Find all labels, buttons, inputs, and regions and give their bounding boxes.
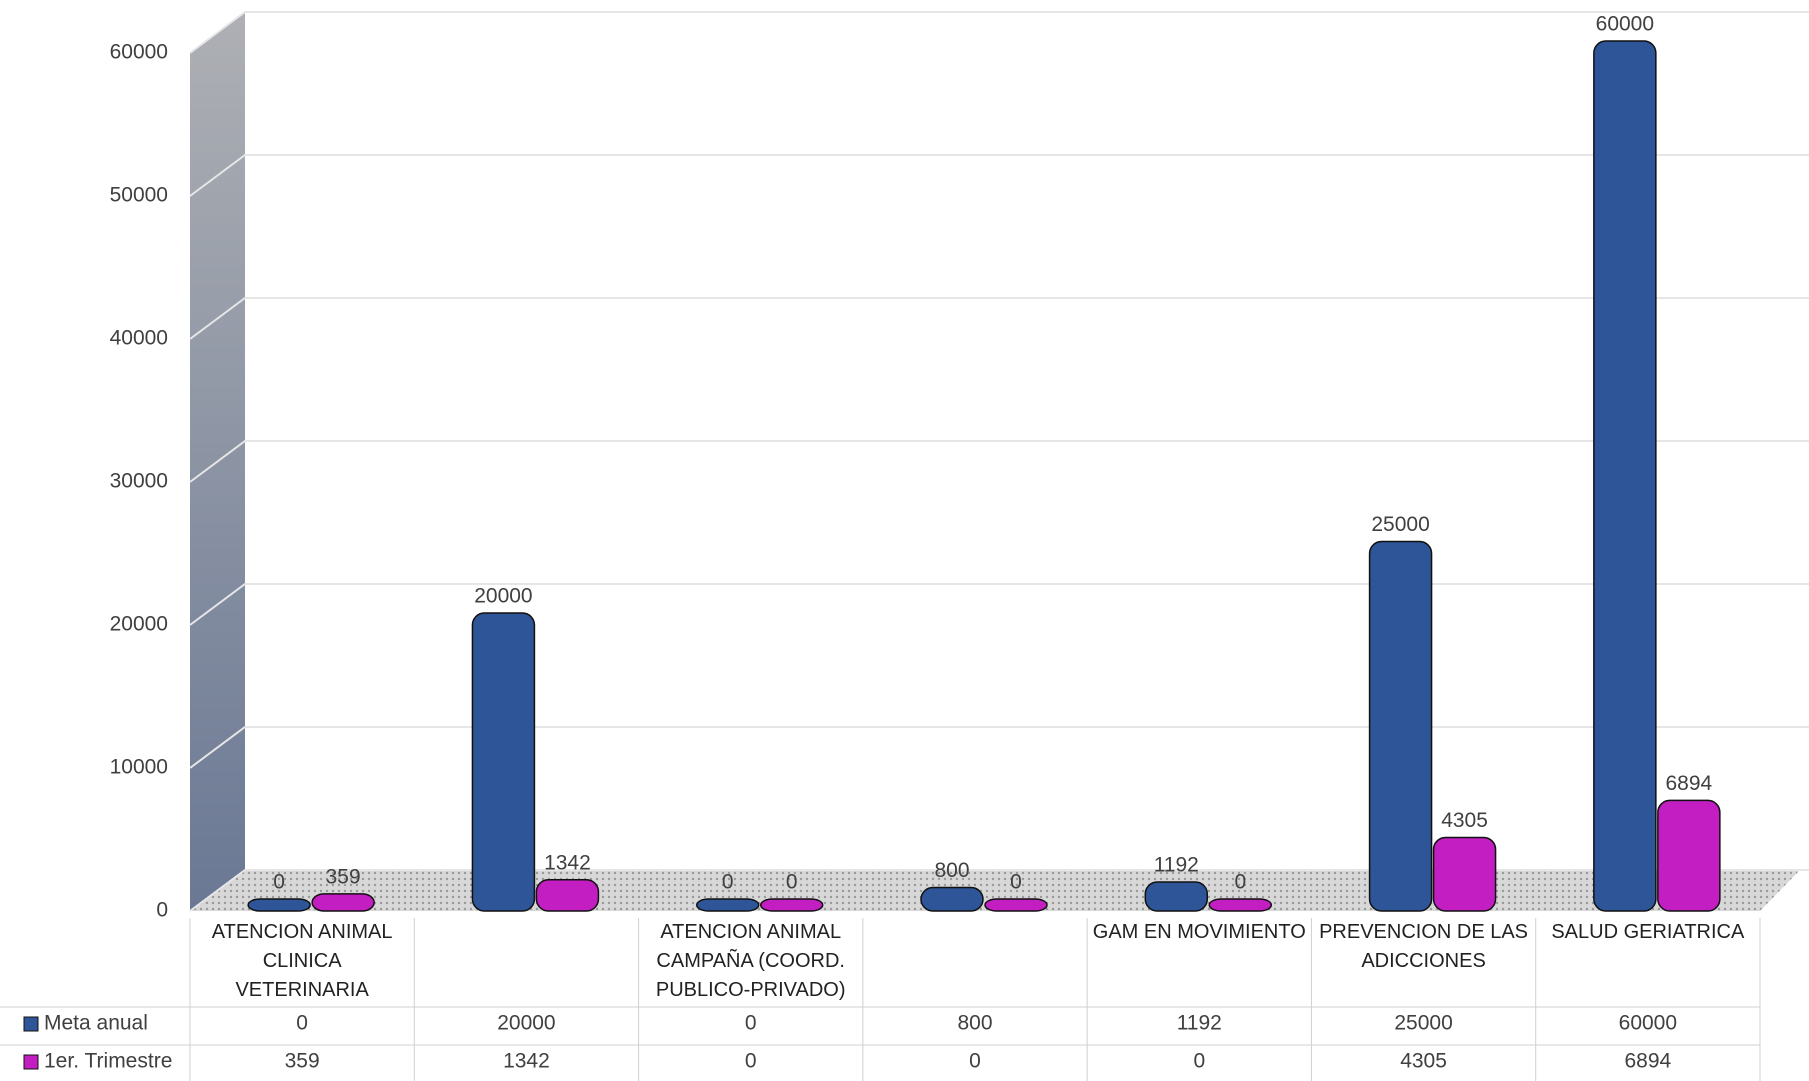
bar: [1432, 836, 1497, 912]
data-label: 4305: [1441, 809, 1488, 832]
bar: [1593, 40, 1657, 912]
category-label: SALUD GERIATRICA: [1551, 921, 1745, 943]
table-value: 20000: [497, 1012, 555, 1035]
bar: [247, 898, 311, 912]
data-label: 1342: [544, 851, 591, 874]
table-value: 0: [296, 1012, 308, 1035]
data-label: 0: [1234, 871, 1246, 894]
bar: [759, 898, 824, 912]
data-label: 1192: [1154, 854, 1199, 877]
bar: [1144, 881, 1209, 912]
bar: [984, 898, 1048, 912]
x-tick-label: ATENCION ANIMAL CAMPAÑA (COORD. PUBLICO-…: [655, 921, 846, 1001]
data-label: 0: [1010, 871, 1022, 894]
legend-label: Meta anual: [44, 1012, 148, 1035]
grid-line: [189, 297, 1809, 340]
table-value: 0: [1193, 1050, 1205, 1073]
data-label: 25000: [1371, 513, 1429, 536]
table-value: 6894: [1624, 1050, 1671, 1073]
bar: [535, 879, 600, 912]
grid-line: [189, 726, 1809, 769]
y-tick-label: 60000: [110, 41, 168, 64]
bar: [1208, 898, 1273, 912]
bar: [920, 886, 984, 912]
category-label: PREVENCION DE LAS ADICCIONES: [1319, 921, 1529, 972]
grid-line: [189, 583, 1809, 626]
bar: [311, 893, 375, 912]
data-label: 0: [786, 871, 798, 894]
table-value: 60000: [1619, 1012, 1677, 1035]
x-tick-label: SALUD GERIATRICA: [1551, 921, 1745, 943]
table-value: 25000: [1394, 1012, 1452, 1035]
category-label: GAM EN MOVIMIENTO: [1092, 921, 1306, 943]
grid-line: [189, 440, 1809, 483]
y-tick-label: 20000: [110, 613, 168, 636]
grid-line: [189, 11, 1809, 54]
table-value: 800: [957, 1012, 992, 1035]
category-label: ATENCION ANIMAL CLINICA VETERINARIA: [211, 921, 393, 1001]
category-label: ATENCION ANIMAL CAMPAÑA (COORD. PUBLICO-…: [655, 921, 846, 1001]
data-label: 800: [934, 859, 969, 882]
y-tick-label: 40000: [110, 327, 168, 350]
x-tick-label: ATENCION ANIMAL CLINICA VETERINARIA: [211, 921, 393, 1001]
y-tick-label: 50000: [110, 184, 168, 207]
data-label: 0: [722, 871, 734, 894]
bar: [1368, 540, 1433, 912]
data-label: 20000: [474, 585, 532, 608]
table-value: 359: [285, 1050, 320, 1073]
table-value: 1192: [1177, 1012, 1222, 1035]
x-tick-label: GAM EN MOVIMIENTO: [1092, 921, 1306, 943]
table-value: 0: [745, 1050, 757, 1073]
table-value: 4305: [1400, 1050, 1447, 1073]
data-label: 0: [273, 871, 285, 894]
bar: [695, 898, 760, 912]
legend-swatch: [23, 1054, 39, 1070]
grid-line: [189, 154, 1809, 197]
y-tick-label: 0: [156, 899, 168, 922]
y-tick-label: 30000: [110, 470, 168, 493]
legend-label: 1er. Trimestre: [44, 1050, 172, 1073]
data-label: 60000: [1596, 13, 1654, 36]
y-tick-label: 10000: [110, 756, 168, 779]
data-label: 6894: [1665, 772, 1712, 795]
table-value: 0: [745, 1012, 757, 1035]
x-tick-label: PREVENCION DE LAS ADICCIONES: [1319, 921, 1529, 972]
legend-swatch: [23, 1016, 39, 1032]
table-value: 1342: [503, 1050, 550, 1073]
data-label: 359: [326, 865, 361, 888]
grid-line: [189, 869, 1809, 912]
bar: [471, 612, 536, 912]
table-value: 0: [969, 1050, 981, 1073]
bar: [1657, 799, 1721, 912]
